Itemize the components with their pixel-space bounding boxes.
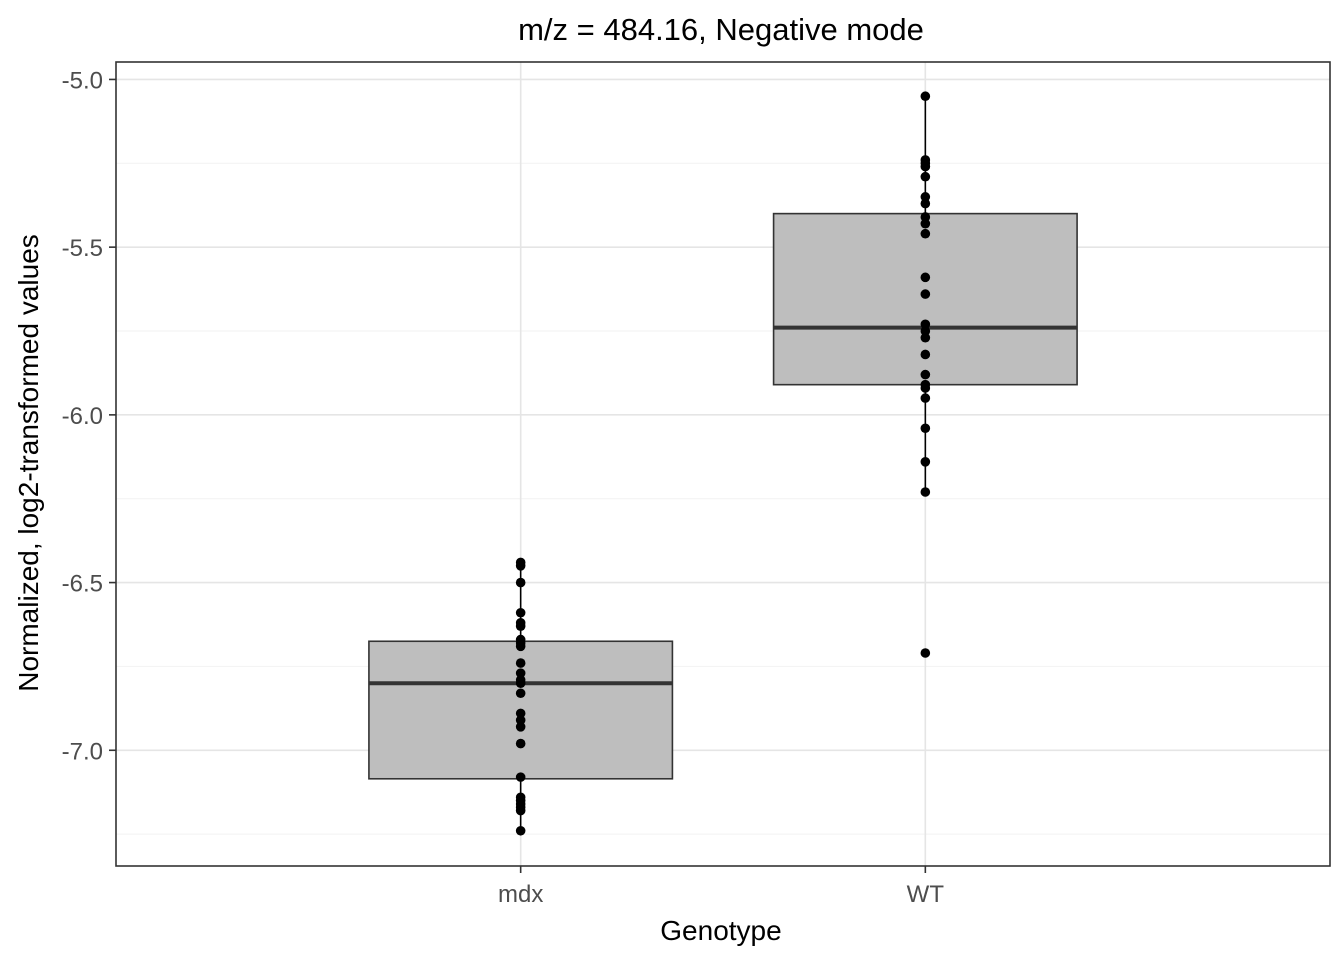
data-point: [920, 423, 931, 434]
y-tick-label: -7.0: [62, 738, 103, 765]
plot-border: [115, 61, 1331, 867]
data-point: [920, 326, 931, 336]
data-point: [920, 218, 931, 229]
data-point: [920, 91, 931, 102]
data-point: [920, 198, 931, 209]
data-point: [515, 772, 526, 782]
data-point: [515, 621, 526, 631]
data-point: [515, 560, 526, 571]
data-point: [920, 393, 931, 403]
data-point: [515, 708, 526, 719]
y-tick-label: -6.5: [62, 571, 103, 598]
data-point: [920, 171, 931, 182]
axis-ticks: -5.0 -5.5 -6.0 -6.5 -7.0 mdx WT: [62, 67, 945, 908]
plot-panel: [116, 62, 1330, 866]
y-tick-label: -5.5: [62, 235, 103, 262]
data-point: [920, 332, 931, 343]
x-axis-title: Genotype: [660, 915, 781, 946]
data-point: [515, 722, 526, 732]
data-point: [920, 289, 931, 299]
data-point: [920, 212, 931, 222]
data-point: [515, 658, 526, 668]
data-point: [515, 715, 526, 725]
data-point: [515, 678, 526, 688]
x-tick-label: WT: [907, 881, 945, 908]
data-point: [920, 457, 931, 467]
data-point: [920, 161, 931, 172]
point-layer: [515, 91, 931, 836]
data-point: [920, 648, 931, 658]
chart-title: m/z = 484.16, Negative mode: [518, 12, 924, 47]
data-point: [920, 192, 931, 202]
data-point: [920, 319, 931, 330]
data-point: [515, 577, 526, 588]
y-axis-title: Normalized, log2-transformed values: [13, 234, 44, 692]
y-tick-label: -6.0: [62, 403, 103, 430]
data-point: [920, 383, 931, 393]
data-point: [920, 228, 931, 239]
data-point: [515, 805, 526, 816]
data-point: [515, 825, 526, 836]
data-point: [515, 688, 526, 699]
data-point: [515, 641, 526, 652]
data-point: [920, 369, 931, 380]
x-tick-label: mdx: [498, 881, 543, 908]
data-point: [515, 607, 526, 618]
data-point: [920, 272, 931, 283]
data-point: [515, 738, 526, 749]
data-point: [920, 487, 931, 497]
data-point: [515, 668, 526, 678]
y-tick-label: -5.0: [62, 67, 103, 94]
data-point: [920, 349, 931, 360]
